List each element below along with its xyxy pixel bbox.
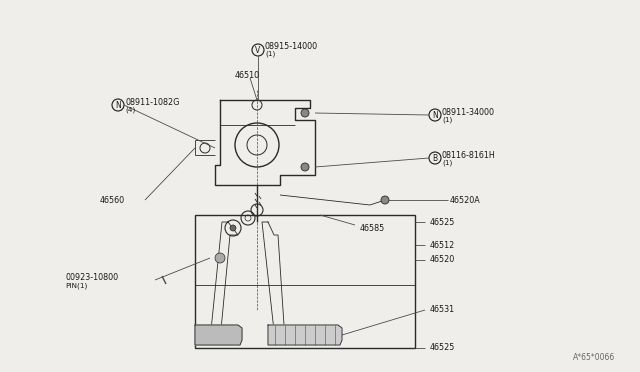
Text: B: B bbox=[433, 154, 438, 163]
Text: 46585: 46585 bbox=[360, 224, 385, 232]
Polygon shape bbox=[268, 325, 342, 345]
Text: PIN(1): PIN(1) bbox=[65, 283, 87, 289]
Circle shape bbox=[215, 253, 225, 263]
Text: (1): (1) bbox=[265, 51, 275, 57]
Text: 08915-14000: 08915-14000 bbox=[265, 42, 318, 51]
Text: 08911-1082G: 08911-1082G bbox=[125, 97, 179, 106]
Text: 46510: 46510 bbox=[235, 71, 260, 80]
Text: N: N bbox=[115, 100, 121, 109]
Text: 08911-34000: 08911-34000 bbox=[442, 108, 495, 116]
Circle shape bbox=[301, 109, 309, 117]
Text: 46531: 46531 bbox=[430, 305, 455, 314]
Text: V: V bbox=[255, 45, 260, 55]
Text: 46560: 46560 bbox=[100, 196, 125, 205]
Text: (4): (4) bbox=[125, 107, 135, 113]
Polygon shape bbox=[195, 325, 242, 345]
Text: A*65*0066: A*65*0066 bbox=[573, 353, 615, 362]
Circle shape bbox=[301, 163, 309, 171]
Text: 46525: 46525 bbox=[430, 343, 456, 353]
Text: 08116-8161H: 08116-8161H bbox=[442, 151, 496, 160]
Text: N: N bbox=[432, 110, 438, 119]
Text: 00923-10800: 00923-10800 bbox=[65, 273, 118, 282]
Text: (1): (1) bbox=[442, 117, 452, 123]
Text: 46520A: 46520A bbox=[450, 196, 481, 205]
Circle shape bbox=[230, 225, 236, 231]
Bar bbox=[195, 215, 415, 348]
Text: 46525: 46525 bbox=[430, 218, 456, 227]
Text: (1): (1) bbox=[442, 160, 452, 166]
Text: 46520: 46520 bbox=[430, 256, 455, 264]
Text: 46512: 46512 bbox=[430, 241, 455, 250]
Circle shape bbox=[381, 196, 389, 204]
